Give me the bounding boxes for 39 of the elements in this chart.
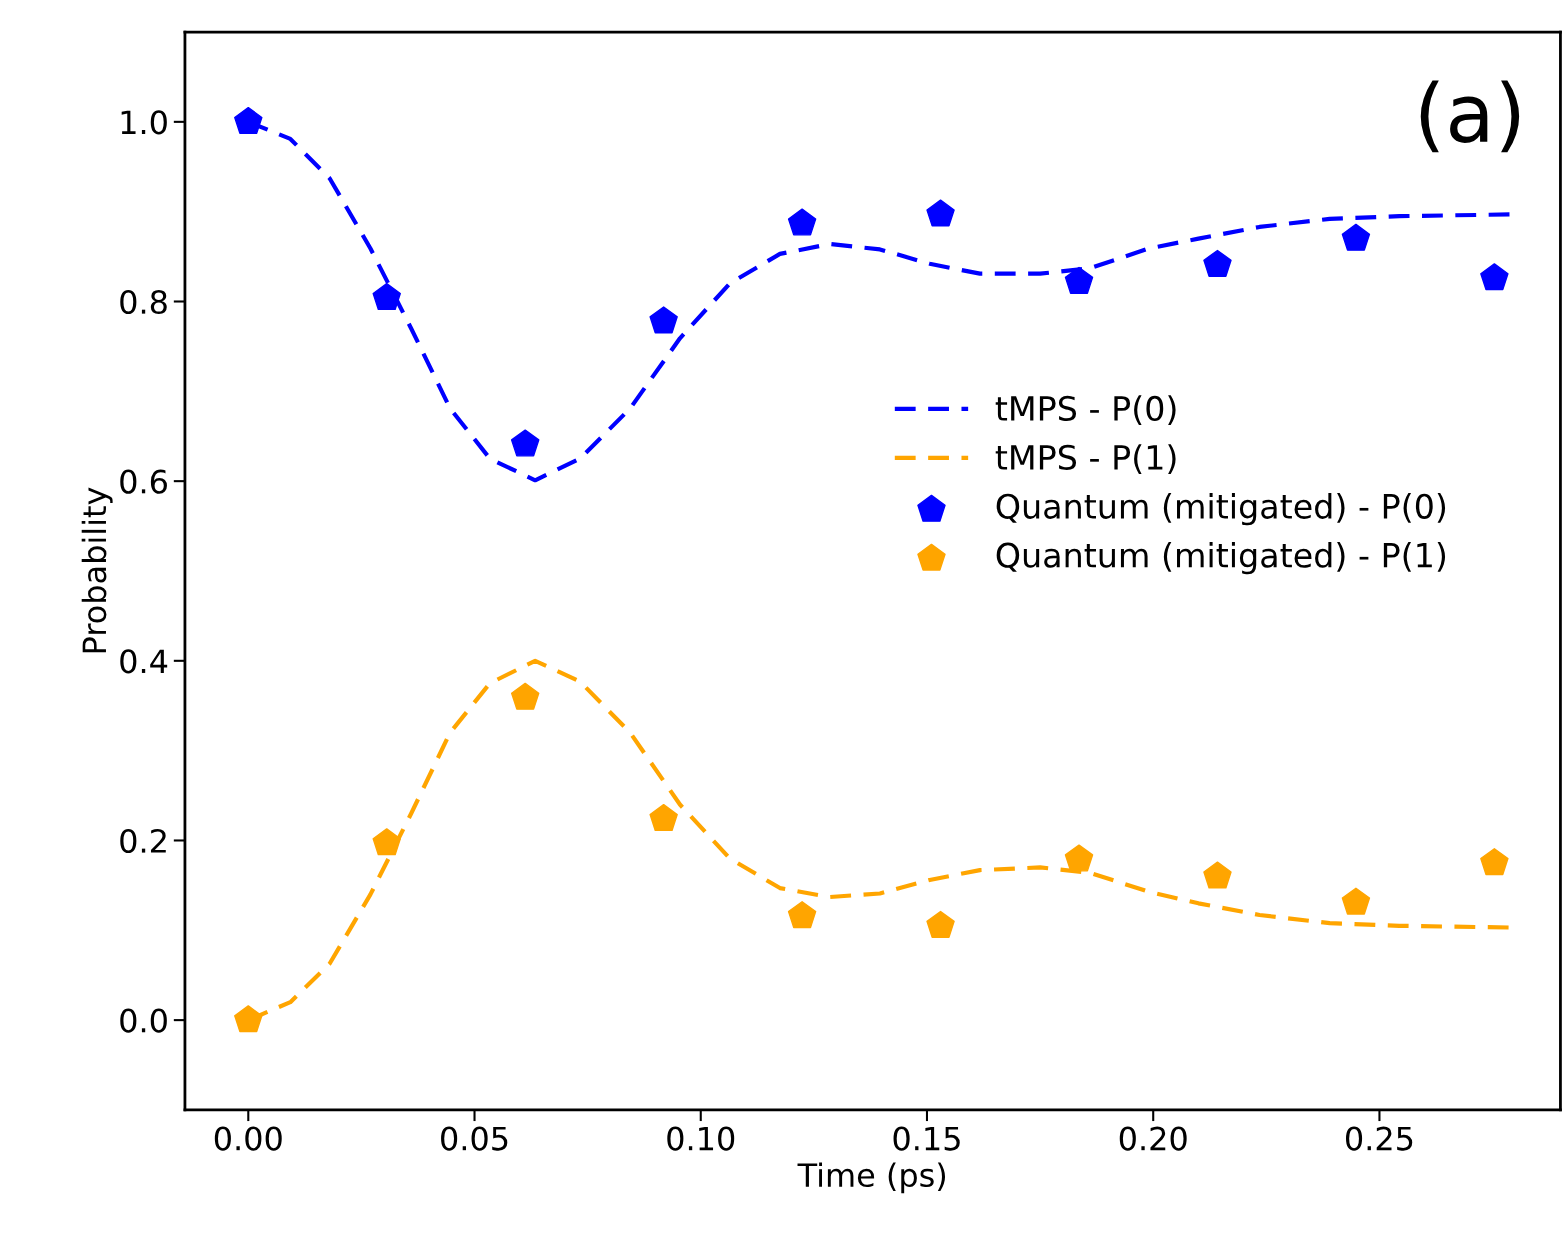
point xyxy=(926,910,955,939)
point xyxy=(926,199,955,227)
y-axis-title: Probability xyxy=(81,487,113,653)
point xyxy=(1480,263,1509,291)
y-tick-label: 0.8 xyxy=(120,289,167,315)
x-tick-label: 0.25 xyxy=(1345,1126,1413,1151)
point xyxy=(372,282,401,311)
x-axis-title: Time (ps) xyxy=(797,1162,946,1194)
x-tick-label: 0.20 xyxy=(1119,1126,1187,1151)
point xyxy=(234,1005,263,1033)
y-tick-label: 1.0 xyxy=(121,110,167,135)
legend-label: tMPS - P(0) xyxy=(995,395,1176,425)
point xyxy=(1203,861,1232,889)
point xyxy=(1480,847,1509,876)
x-tick-label: 0.15 xyxy=(893,1126,960,1151)
point xyxy=(1064,266,1094,294)
point xyxy=(787,900,817,929)
point xyxy=(510,429,540,457)
annotation: (a) xyxy=(1420,80,1520,153)
point xyxy=(649,803,678,832)
point xyxy=(787,208,817,236)
legend-label: tMPS - P(1) xyxy=(995,444,1176,474)
y-tick-label: 0.6 xyxy=(120,469,167,494)
legend-label: Quantum (mitigated) - P(0) xyxy=(996,493,1446,526)
point xyxy=(372,828,401,856)
x-tick-label: 0.00 xyxy=(214,1126,282,1151)
x-tick-label: 0.05 xyxy=(441,1126,508,1151)
point xyxy=(1203,249,1232,277)
point xyxy=(1341,223,1371,251)
point xyxy=(1064,844,1094,872)
point xyxy=(510,682,540,710)
point xyxy=(234,106,263,135)
point xyxy=(649,306,678,334)
point xyxy=(1341,887,1371,915)
x-tick-label: 0.10 xyxy=(667,1126,735,1151)
y-tick-label: 0.4 xyxy=(120,649,168,674)
legend-label: Quantum (mitigated) - P(1) xyxy=(996,542,1446,575)
y-tick-label: 0.0 xyxy=(120,1008,167,1033)
y-tick-label: 0.2 xyxy=(120,828,166,854)
